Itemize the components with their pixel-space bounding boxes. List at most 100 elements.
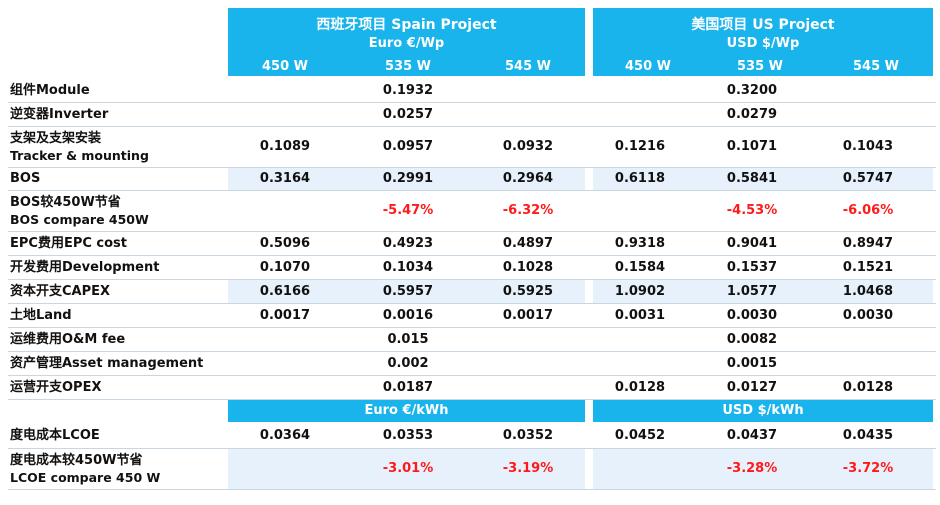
us-value-cell: 0.0435: [842, 428, 894, 443]
spain-unit-label: Euro €/Wp: [368, 36, 445, 51]
us-value-cell: 0.6118: [614, 171, 666, 186]
table-row: 逆变器Inverter 0.0257 0.0279: [8, 103, 936, 127]
us-value-cell: 1.0577: [726, 284, 778, 299]
spain-value-cell: 0.1932: [382, 83, 434, 98]
table-row: 运维费用O&M fee 0.015 0.0082: [8, 328, 936, 352]
spain-watt-450: 450 W: [261, 59, 308, 74]
spain-watt-545: 545 W: [504, 59, 551, 74]
us-value-cell: 0.1537: [726, 260, 778, 275]
table-row: BOS 0.3164 0.2991 0.2964 0.6118 0.5841 0.5747: [8, 168, 936, 191]
us-unit-label: USD $/Wp: [726, 36, 800, 51]
spain-value-cell: 0.4923: [382, 236, 434, 251]
row-label-line1: 逆变器Inverter: [10, 107, 109, 122]
row-label: 逆变器Inverter: [10, 103, 108, 126]
row-label-line1: 运营开支OPEX: [10, 380, 102, 395]
us-value-cell: -3.28%: [726, 461, 778, 476]
row-label: EPC费用EPC cost: [10, 232, 127, 255]
spain-value-cell: 0.0017: [502, 308, 554, 323]
spain-value-cell: 0.6166: [259, 284, 311, 299]
us-value-cell: 0.1584: [614, 260, 666, 275]
row-label: 开发费用Development: [10, 256, 159, 279]
us-value-cell: 1.0468: [842, 284, 894, 299]
row-label: 支架及支架安装 Tracker & mounting: [10, 130, 149, 164]
us-value-cell: 0.1521: [842, 260, 894, 275]
table-row: 组件Module 0.1932 0.3200: [8, 79, 936, 103]
us-value-cell: 0.1071: [726, 139, 778, 154]
us-value-cell: 0.3200: [726, 83, 778, 98]
us-watt-450: 450 W: [624, 59, 671, 74]
row-label: 资本开支CAPEX: [10, 280, 110, 303]
table-row: 资本开支CAPEX 0.6166 0.5957 0.5925 1.0902 1.0577 1…: [8, 280, 936, 304]
spain-watt-header: 450 W 535 W 545 W: [228, 58, 585, 76]
row-label-line1: 资产管理Asset management: [10, 356, 204, 371]
row-label: 组件Module: [10, 79, 90, 102]
row-label-line1: BOS: [10, 171, 41, 186]
spain-value-cell: 0.5957: [382, 284, 434, 299]
us-kwh-unit-header: USD $/kWh: [593, 400, 933, 422]
us-value-cell: 0.1043: [842, 139, 894, 154]
table-row: BOS较450W节省 BOS compare 450W -5.47% -6.32% -4…: [8, 191, 936, 232]
table-row: 资产管理Asset management 0.002 0.0015: [8, 352, 936, 376]
row-shade: [593, 168, 933, 190]
row-label: 土地Land: [10, 304, 72, 327]
spain-kwh-unit-header: Euro €/kWh: [228, 400, 585, 422]
us-watt-header: 450 W 535 W 545 W: [593, 58, 933, 76]
row-label-line2: Tracker & mounting: [10, 148, 149, 163]
row-label-line1: 支架及支架安装: [10, 131, 102, 146]
row-label: 度电成本较450W节省 LCOE compare 450 W: [10, 452, 160, 486]
us-value-cell: 0.0128: [614, 380, 666, 395]
row-label-line2: BOS compare 450W: [10, 212, 149, 227]
spain-value-cell: -3.01%: [382, 461, 434, 476]
row-label-line1: 开发费用Development: [10, 260, 160, 275]
us-value-cell: 0.0127: [726, 380, 778, 395]
us-watt-535: 535 W: [736, 59, 783, 74]
row-label: 运维费用O&M fee: [10, 328, 125, 351]
spain-project-header: 西班牙项目 Spain Project Euro €/Wp: [228, 8, 585, 58]
spain-value-cell: 0.0957: [382, 139, 434, 154]
spain-value-cell: 0.2964: [502, 171, 554, 186]
us-value-cell: 0.8947: [842, 236, 894, 251]
row-shade: [228, 168, 585, 190]
row-label-line1: 组件Module: [10, 83, 90, 98]
spain-value-cell: 0.5096: [259, 236, 311, 251]
table-row: 运营开支OPEX 0.0187 0.0128 0.0127 0.0128: [8, 376, 936, 400]
row-label: BOS较450W节省 BOS compare 450W: [10, 194, 149, 228]
row-label: 资产管理Asset management: [10, 352, 203, 375]
spain-value-cell: 0.0017: [259, 308, 311, 323]
us-value-cell: 0.0128: [842, 380, 894, 395]
spain-value-cell: 0.015: [387, 332, 429, 347]
spain-value-cell: 0.0016: [382, 308, 434, 323]
spain-value-cell: 0.1070: [259, 260, 311, 275]
us-value-cell: 0.0082: [726, 332, 778, 347]
us-value-cell: 0.0031: [614, 308, 666, 323]
us-value-cell: 0.5747: [842, 171, 894, 186]
table-row: 度电成本LCOE 0.0364 0.0353 0.0352 0.0452 0.0437 0.…: [8, 424, 936, 449]
us-value-cell: 0.0437: [726, 428, 778, 443]
table-row: EPC费用EPC cost 0.5096 0.4923 0.4897 0.9318 0.9…: [8, 232, 936, 256]
row-label-line1: 度电成本较450W节省: [10, 453, 143, 468]
us-value-cell: 0.0015: [726, 356, 778, 371]
table-row: 度电成本较450W节省 LCOE compare 450 W -3.01% -3.19…: [8, 449, 936, 490]
us-project-header: 美国项目 US Project USD $/Wp: [593, 8, 933, 58]
us-value-cell: -6.06%: [842, 203, 894, 218]
row-shade: [228, 280, 585, 303]
us-value-cell: 0.0279: [726, 107, 778, 122]
us-value-cell: 0.1216: [614, 139, 666, 154]
spain-value-cell: 0.0352: [502, 428, 554, 443]
spain-value-cell: 0.1089: [259, 139, 311, 154]
table-row: 土地Land 0.0017 0.0016 0.0017 0.0031 0.0030 0.00…: [8, 304, 936, 328]
spain-value-cell: 0.1034: [382, 260, 434, 275]
us-value-cell: 0.9041: [726, 236, 778, 251]
spain-project-title: 西班牙项目 Spain Project: [316, 17, 497, 33]
us-value-cell: 0.0030: [842, 308, 894, 323]
spain-value-cell: 0.002: [387, 356, 429, 371]
row-shade: [593, 280, 933, 303]
spain-value-cell: 0.1028: [502, 260, 554, 275]
us-value-cell: 0.0452: [614, 428, 666, 443]
row-label: BOS: [10, 168, 40, 190]
spain-value-cell: -6.32%: [502, 203, 554, 218]
spain-value-cell: -5.47%: [382, 203, 434, 218]
us-value-cell: 0.0030: [726, 308, 778, 323]
row-label-line1: 资本开支CAPEX: [10, 284, 111, 299]
row-label-line1: 土地Land: [10, 308, 72, 323]
